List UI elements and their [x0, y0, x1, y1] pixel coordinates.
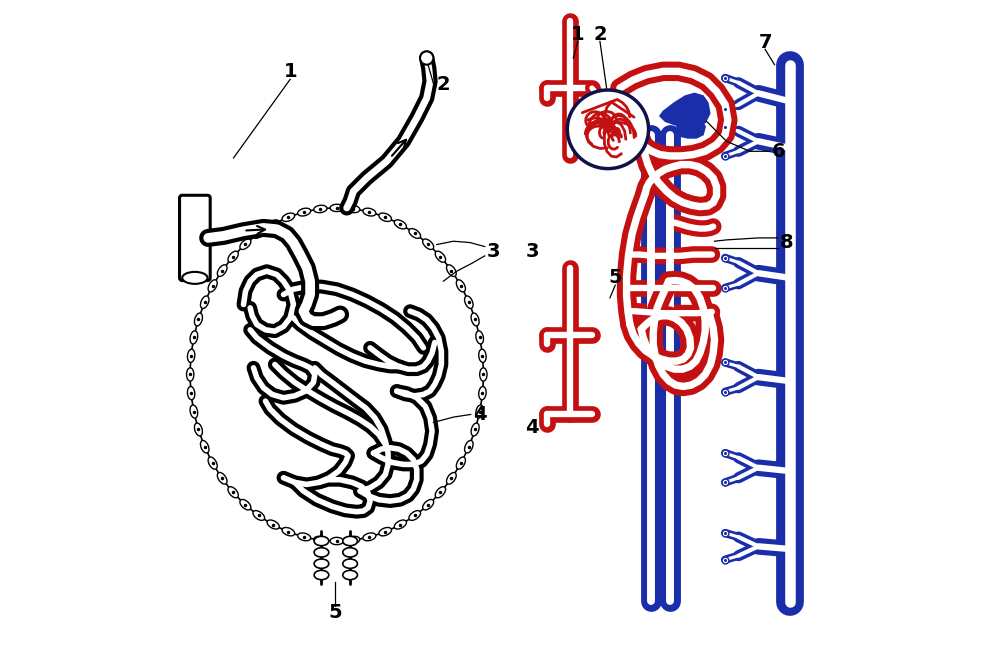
Ellipse shape: [194, 423, 202, 436]
Ellipse shape: [314, 548, 329, 557]
Ellipse shape: [447, 265, 456, 276]
Ellipse shape: [330, 204, 343, 211]
Circle shape: [420, 52, 433, 65]
Ellipse shape: [228, 486, 238, 498]
Ellipse shape: [343, 559, 357, 569]
Ellipse shape: [187, 349, 195, 363]
Text: 1: 1: [571, 25, 585, 44]
Ellipse shape: [314, 571, 329, 579]
Ellipse shape: [298, 208, 311, 216]
Polygon shape: [660, 94, 710, 126]
Ellipse shape: [240, 500, 251, 510]
Ellipse shape: [194, 313, 202, 326]
Ellipse shape: [187, 368, 194, 381]
Ellipse shape: [363, 208, 376, 216]
Ellipse shape: [347, 205, 360, 213]
Text: 4: 4: [473, 405, 487, 424]
FancyBboxPatch shape: [180, 195, 210, 280]
Ellipse shape: [456, 457, 465, 469]
Ellipse shape: [379, 213, 392, 221]
Ellipse shape: [343, 537, 357, 546]
Ellipse shape: [456, 280, 465, 292]
Text: 5: 5: [328, 603, 342, 622]
Text: 3: 3: [487, 242, 500, 261]
Ellipse shape: [471, 423, 479, 436]
Ellipse shape: [379, 527, 392, 536]
Text: 2: 2: [593, 25, 607, 44]
Ellipse shape: [479, 387, 486, 400]
Ellipse shape: [282, 527, 295, 536]
Ellipse shape: [314, 537, 327, 544]
Text: 8: 8: [780, 233, 793, 252]
Ellipse shape: [187, 205, 487, 545]
Ellipse shape: [465, 440, 473, 453]
Ellipse shape: [208, 280, 217, 292]
Ellipse shape: [282, 213, 295, 221]
Ellipse shape: [343, 571, 357, 579]
Text: 4: 4: [525, 418, 539, 438]
Ellipse shape: [253, 229, 265, 238]
Text: 6: 6: [772, 142, 785, 161]
Ellipse shape: [217, 265, 227, 276]
Ellipse shape: [471, 313, 479, 326]
Ellipse shape: [228, 251, 238, 262]
Ellipse shape: [476, 331, 483, 344]
Text: 5: 5: [608, 268, 622, 288]
Ellipse shape: [394, 220, 406, 229]
Ellipse shape: [267, 220, 279, 229]
Ellipse shape: [200, 440, 209, 453]
Polygon shape: [677, 116, 705, 138]
Ellipse shape: [298, 533, 311, 541]
Ellipse shape: [267, 520, 279, 529]
Ellipse shape: [409, 229, 421, 238]
Text: 7: 7: [758, 33, 772, 52]
Ellipse shape: [182, 272, 208, 284]
Ellipse shape: [423, 239, 434, 250]
Text: 1: 1: [283, 62, 297, 81]
Ellipse shape: [567, 90, 649, 169]
Circle shape: [577, 94, 646, 163]
Ellipse shape: [447, 472, 456, 484]
Ellipse shape: [394, 520, 406, 529]
Ellipse shape: [240, 239, 251, 250]
Ellipse shape: [423, 500, 434, 510]
Text: 2: 2: [437, 75, 450, 94]
Ellipse shape: [479, 349, 486, 363]
Ellipse shape: [190, 405, 198, 418]
Ellipse shape: [314, 205, 327, 213]
Ellipse shape: [208, 457, 217, 469]
Ellipse shape: [217, 472, 227, 484]
Ellipse shape: [435, 486, 446, 498]
Ellipse shape: [330, 537, 343, 545]
Ellipse shape: [314, 537, 329, 546]
Ellipse shape: [347, 537, 360, 544]
Ellipse shape: [190, 331, 198, 344]
Ellipse shape: [409, 510, 421, 520]
Ellipse shape: [343, 548, 357, 557]
Ellipse shape: [253, 510, 265, 520]
Text: 3: 3: [525, 242, 539, 261]
Ellipse shape: [363, 533, 376, 541]
Ellipse shape: [200, 296, 209, 308]
Ellipse shape: [435, 251, 446, 262]
Ellipse shape: [314, 559, 329, 569]
Ellipse shape: [465, 296, 473, 308]
Ellipse shape: [476, 405, 483, 418]
Ellipse shape: [187, 387, 195, 400]
Ellipse shape: [480, 368, 487, 381]
